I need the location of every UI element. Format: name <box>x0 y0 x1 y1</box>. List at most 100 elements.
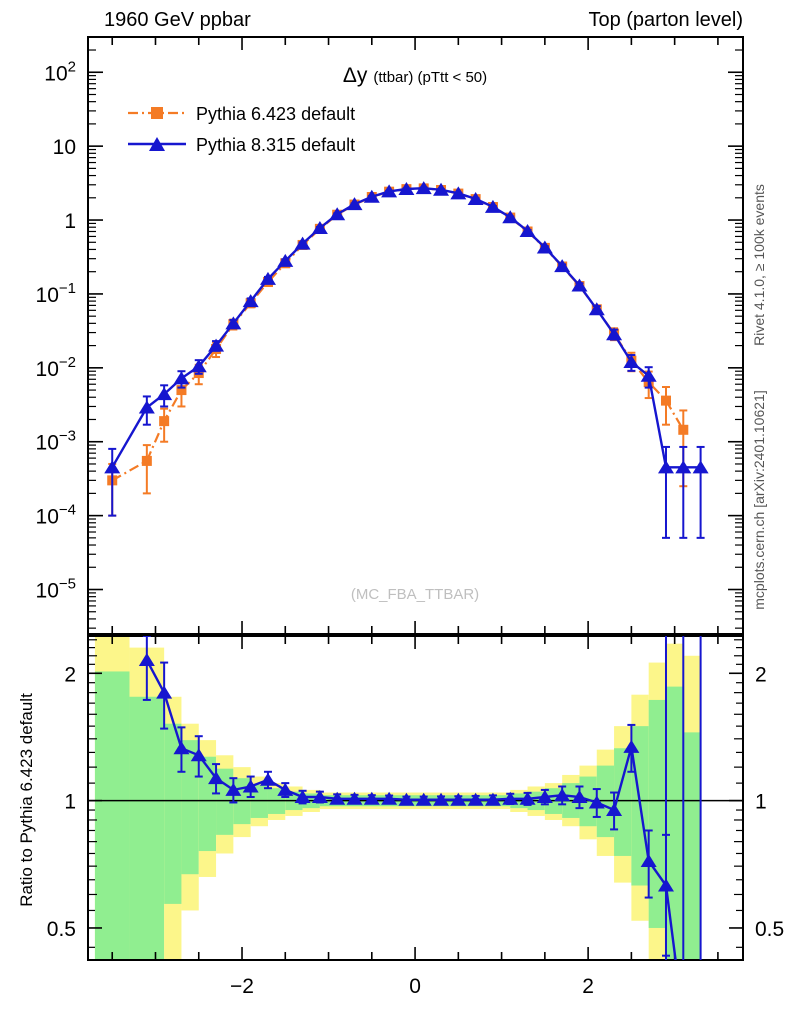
marker-pythia8 <box>190 359 207 373</box>
header-right: Top (parton level) <box>588 9 743 31</box>
ratio-marker <box>225 782 242 796</box>
ratio-marker <box>415 792 432 806</box>
ratio-marker <box>623 739 640 753</box>
marker-pythia8 <box>675 460 692 474</box>
ratio-marker <box>138 652 155 666</box>
band-green <box>164 723 182 904</box>
marker-pythia6 <box>660 395 671 406</box>
ratio-marker <box>294 789 311 803</box>
main-panel: 102 10 1 10−1 10−2 10−3 10−4 10−5 Δy (ttbar) (pT… <box>36 36 744 635</box>
marker-pythia8 <box>294 236 311 250</box>
ratio-ytick-label: 1 <box>64 791 76 814</box>
marker-pythia8 <box>208 338 225 352</box>
watermark-label: (MC_FBA_TTBAR) <box>351 586 479 603</box>
main-plot-frame <box>87 36 744 635</box>
marker-pythia8 <box>484 199 501 213</box>
band-green <box>250 784 268 818</box>
legend-marker-pythia6 <box>151 107 163 119</box>
main-ytick-label: 10 <box>53 136 76 159</box>
ratio-marker <box>571 789 588 803</box>
xtick-label: 0 <box>409 975 421 998</box>
ratio-marker <box>467 792 484 806</box>
marker-pythia8 <box>606 327 623 341</box>
ratio-marker <box>433 792 450 806</box>
ratio-marker <box>363 791 380 805</box>
marker-pythia6 <box>159 416 170 427</box>
xtick-label: −2 <box>230 975 254 998</box>
band-green <box>216 768 234 835</box>
marker-pythia8 <box>311 221 328 235</box>
legend-label-pythia6: Pythia 6.423 default <box>196 104 355 124</box>
ratio-ytick-label-right: 0.5 <box>755 918 784 941</box>
main-ytick-label: 10−3 <box>36 428 76 455</box>
ratio-marker <box>519 791 536 805</box>
ratio-marker <box>277 782 294 796</box>
band-green <box>579 776 597 827</box>
ratio-marker <box>381 791 398 805</box>
main-series-group <box>104 181 709 539</box>
marker-pythia8 <box>381 184 398 198</box>
ratio-marker <box>173 741 190 755</box>
marker-pythia8 <box>450 186 467 200</box>
ratio-ytick-label: 0.5 <box>47 918 76 941</box>
main-ytick-label: 10−1 <box>36 280 76 307</box>
main-ytick-label: 10−4 <box>36 502 76 529</box>
marker-pythia8 <box>138 400 155 414</box>
ratio-ytick-label: 2 <box>64 663 76 686</box>
main-ytick-label: 10−5 <box>36 576 76 603</box>
series-line-pythia6 <box>111 187 685 482</box>
legend-entry-pythia6[interactable]: Pythia 6.423 default <box>128 104 355 124</box>
band-green <box>648 699 666 928</box>
marker-pythia8 <box>398 182 415 196</box>
ratio-marker <box>311 789 328 803</box>
ratio-series-group <box>138 636 702 960</box>
marker-pythia8 <box>156 387 173 401</box>
ratio-plot-frame <box>87 635 744 961</box>
marker-pythia8 <box>433 182 450 196</box>
band-green <box>614 748 632 856</box>
marker-pythia8 <box>259 271 276 285</box>
band-green <box>129 696 165 960</box>
marker-pythia8 <box>242 294 259 308</box>
marker-pythia6 <box>176 385 187 396</box>
ratio-marker <box>536 789 553 803</box>
marker-pythia8 <box>415 181 432 195</box>
ratio-marker <box>156 685 173 699</box>
legend: Pythia 6.423 default Pythia 8.315 defaul… <box>128 104 355 155</box>
marker-pythia8 <box>467 191 484 205</box>
main-ytick-label: 102 <box>44 58 76 85</box>
ratio-ytick-label-right: 1 <box>755 791 767 814</box>
main-ytick-label: 1 <box>64 210 76 233</box>
band-green <box>181 740 199 875</box>
band-green <box>94 671 130 960</box>
marker-pythia8 <box>536 240 553 254</box>
ratio-axis-label: Ratio to Pythia 6.423 default <box>17 693 36 907</box>
plot-title: Δy (ttbar) (pTtt < 50) <box>343 64 487 87</box>
ratio-marker <box>606 803 623 817</box>
ratio-marker <box>502 791 519 805</box>
xtick-label: 2 <box>582 975 594 998</box>
header-left: 1960 GeV ppbar <box>104 9 251 31</box>
marker-pythia8 <box>554 259 571 273</box>
marker-pythia8 <box>277 253 294 267</box>
ratio-marker <box>346 791 363 805</box>
ratio-marker <box>484 792 501 806</box>
band-green <box>198 756 217 852</box>
marker-pythia8 <box>225 316 242 330</box>
ratio-ytick-label-right: 2 <box>755 663 767 686</box>
legend-entry-pythia8[interactable]: Pythia 8.315 default <box>128 135 355 155</box>
ratio-panel: 2 2 1 1 0.5 0.5 −2 0 2 <box>47 635 784 998</box>
legend-label-pythia8: Pythia 8.315 default <box>196 135 355 155</box>
main-ytick-label: 10−2 <box>36 354 76 381</box>
ratio-uncertainty-bands <box>94 636 701 960</box>
marker-pythia8 <box>623 354 640 368</box>
marker-pythia8 <box>657 460 674 474</box>
marker-pythia8 <box>519 224 536 238</box>
marker-pythia8 <box>329 207 346 221</box>
ratio-marker <box>588 795 605 809</box>
ratio-marker <box>208 771 225 785</box>
marker-pythia6 <box>141 455 152 466</box>
marker-pythia8 <box>692 460 709 474</box>
